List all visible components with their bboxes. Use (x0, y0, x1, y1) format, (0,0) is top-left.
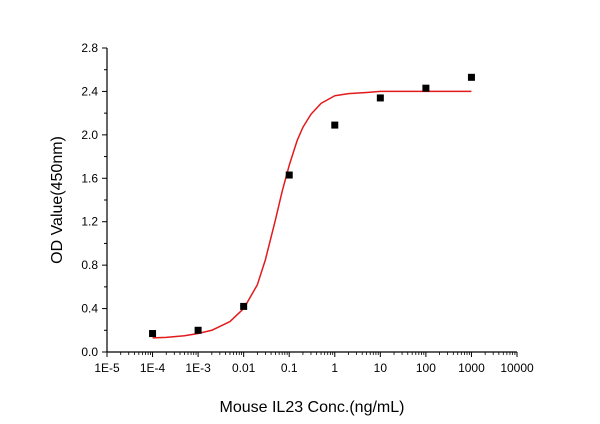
y-tick-label: 0.0 (81, 345, 98, 359)
data-point (376, 94, 384, 102)
x-tick-label: 10000 (500, 361, 534, 375)
data-point (194, 326, 202, 334)
x-axis-title: Mouse IL23 Conc.(ng/mL) (220, 399, 405, 416)
y-axis-title: OD Value(450nm) (49, 136, 66, 264)
y-tick-label: 2.4 (81, 84, 98, 98)
data-point (149, 330, 157, 338)
data-point (422, 84, 430, 92)
y-tick-label: 1.6 (81, 171, 98, 185)
x-tick-label: 10 (374, 361, 388, 375)
axes: 0.0 0.4 0.8 1.2 1.6 2.0 2.4 2.8 1E-5 1E-4 1E-3 0.01… (81, 41, 534, 375)
y-tick-label: 0.8 (81, 258, 98, 272)
data-point (331, 121, 339, 129)
data-points-layer (149, 73, 475, 338)
x-tick-label: 1E-5 (94, 361, 120, 375)
x-tick-label: 1E-4 (140, 361, 166, 375)
y-tick-label: 2.8 (81, 41, 98, 55)
fit-curve (152, 90, 472, 339)
y-tick-label: 2.0 (81, 128, 98, 142)
x-tick-label: 1E-3 (185, 361, 211, 375)
x-tick-label: 0.1 (281, 361, 298, 375)
fit-curve-layer (152, 90, 472, 339)
x-tick-label: 1000 (458, 361, 485, 375)
y-tick-label: 0.4 (81, 302, 98, 316)
x-tick-label: 100 (416, 361, 436, 375)
data-point (467, 73, 475, 81)
x-tick-label: 0.01 (232, 361, 256, 375)
y-tick-label: 1.2 (81, 215, 98, 229)
data-point (285, 171, 293, 179)
data-point (240, 302, 248, 310)
x-tick-label: 1 (331, 361, 338, 375)
